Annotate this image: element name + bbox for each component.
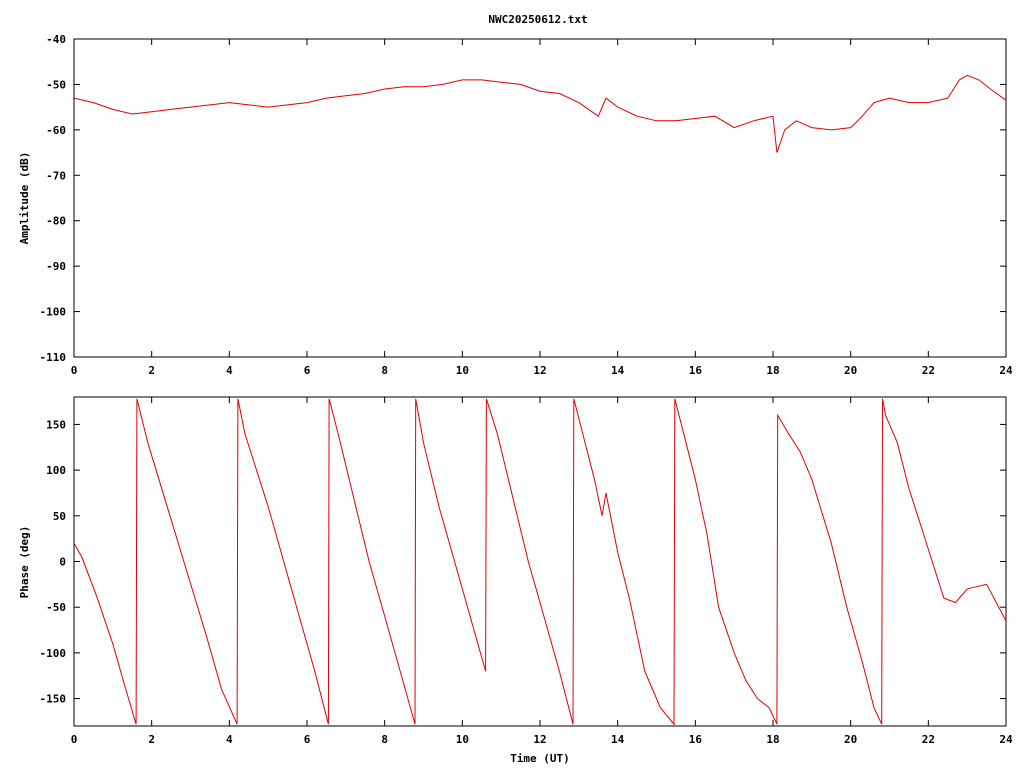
amplitude-y-tick-label: -50 <box>46 78 66 91</box>
phase-y-tick-label: -100 <box>40 647 67 660</box>
amplitude-y-tick-label: -70 <box>46 169 66 182</box>
phase-x-tick-label: 22 <box>922 733 935 746</box>
amplitude-y-axis: -40 -50 -60 -70 -80 -90 -100 -110 <box>40 33 1006 364</box>
phase-x-tick-label: 2 <box>148 733 155 746</box>
amplitude-x-tick-label: 18 <box>766 364 779 377</box>
phase-y-tick-label: 150 <box>46 418 66 431</box>
amplitude-y-tick-label: -100 <box>40 306 67 319</box>
amplitude-x-tick-label: 24 <box>999 364 1013 377</box>
phase-panel: 0 2 4 6 8 10 12 14 16 18 20 22 24 150100500-50-100-1… <box>18 396 1013 765</box>
phase-y-tick-label: 50 <box>53 510 66 523</box>
phase-y-tick-label: -150 <box>40 693 67 706</box>
amplitude-x-tick-label: 0 <box>71 364 78 377</box>
amplitude-y-tick-label: -90 <box>46 260 66 273</box>
amplitude-x-tick-label: 8 <box>381 364 388 377</box>
amplitude-plot-frame <box>73 38 1007 358</box>
amplitude-panel: 0 2 4 6 8 10 12 14 16 18 20 22 24 -40-50-60-70-80-90… <box>18 33 1013 377</box>
amplitude-x-axis: 0 2 4 6 8 10 12 14 16 18 20 22 24 <box>71 39 1013 377</box>
phase-x-tick-label: 16 <box>689 733 703 746</box>
amplitude-y-tick-label: -80 <box>46 215 66 228</box>
phase-x-axis: 0 2 4 6 8 10 12 14 16 18 20 22 24 <box>71 397 1013 746</box>
phase-x-tick-label: 14 <box>611 733 625 746</box>
amplitude-x-tick-label: 20 <box>844 364 857 377</box>
amplitude-y-axis-label: Amplitude (dB) <box>18 152 31 245</box>
amplitude-x-tick-label: 12 <box>533 364 546 377</box>
phase-x-tick-label: 0 <box>71 733 78 746</box>
phase-x-tick-label: 18 <box>766 733 779 746</box>
amplitude-x-tick-label: 16 <box>689 364 703 377</box>
chart-title: NWC20250612.txt <box>488 13 587 26</box>
time-x-axis-label: Time (UT) <box>510 752 570 765</box>
phase-x-tick-label: 24 <box>999 733 1013 746</box>
phase-x-tick-label: 10 <box>456 733 469 746</box>
phase-y-axis-label: Phase (deg) <box>18 526 31 599</box>
phase-y-tick-label: 100 <box>46 464 66 477</box>
amplitude-x-tick-label: 4 <box>226 364 233 377</box>
phase-x-tick-label: 20 <box>844 733 857 746</box>
phase-x-tick-label: 8 <box>381 733 388 746</box>
amplitude-x-tick-label: 22 <box>922 364 935 377</box>
amplitude-series-line <box>73 74 1007 153</box>
phase-y-tick-label: 0 <box>59 556 66 569</box>
phase-x-tick-label: 6 <box>304 733 311 746</box>
amplitude-x-tick-label: 6 <box>304 364 311 377</box>
phase-x-tick-label: 12 <box>533 733 546 746</box>
amplitude-y-tick-label: -110 <box>40 351 67 364</box>
amplitude-x-tick-label: 10 <box>456 364 469 377</box>
phase-x-tick-label: 4 <box>226 733 233 746</box>
amplitude-y-tick-label: -40 <box>46 33 66 46</box>
amplitude-x-tick-label: 14 <box>611 364 625 377</box>
phase-series-line <box>73 398 1007 726</box>
amplitude-y-tick-label: -60 <box>46 124 66 137</box>
phase-y-axis: 150 100 50 0 -50 -100 -150 <box>40 418 1006 706</box>
phase-y-tick-label: -50 <box>46 601 66 614</box>
amplitude-x-tick-label: 2 <box>148 364 155 377</box>
